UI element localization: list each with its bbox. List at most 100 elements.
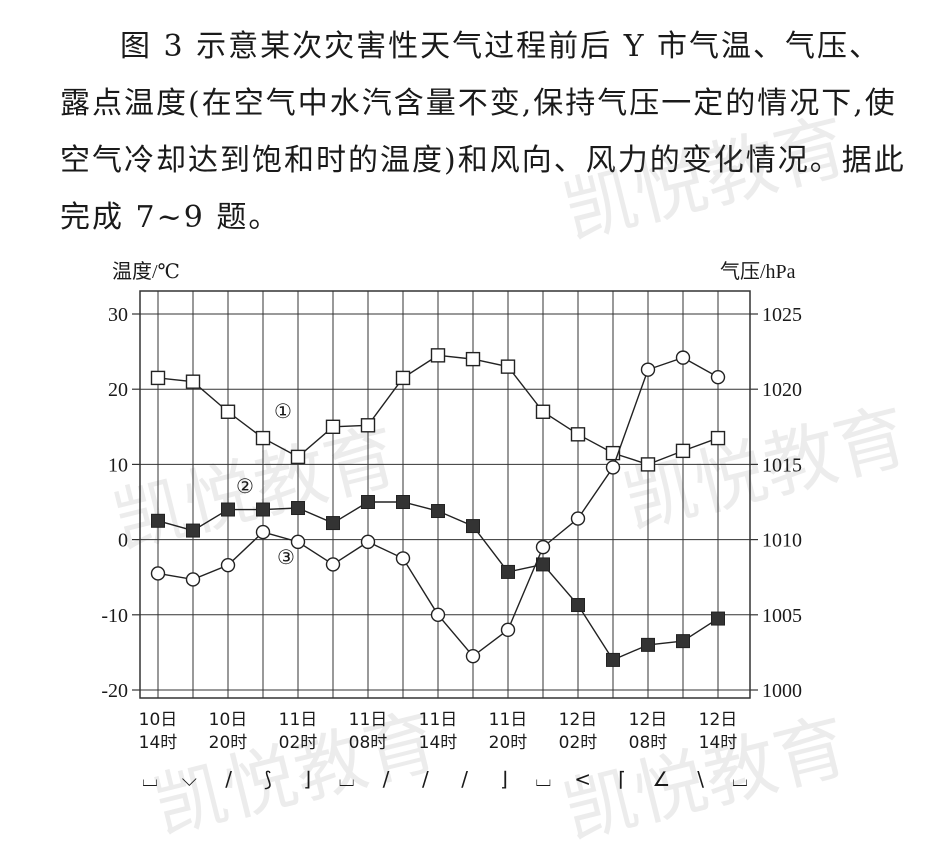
data-point-series-3 xyxy=(290,534,306,550)
data-point-series-1 xyxy=(640,457,656,472)
data-point-series-2 xyxy=(326,516,340,531)
data-point-series-1 xyxy=(185,374,201,389)
x-tick-label: 14时 xyxy=(699,733,738,753)
x-tick-label: 11日 xyxy=(279,710,318,730)
weather-chart: -20-100102030100010051010101510201025温度/… xyxy=(101,260,802,791)
data-point-series-1 xyxy=(535,404,551,419)
wind-symbol: ⌵ xyxy=(182,767,197,791)
y-left-tick-label: 30 xyxy=(108,304,128,326)
x-tick-label: 02时 xyxy=(279,733,318,753)
data-point-series-2 xyxy=(641,637,655,652)
data-point-series-3 xyxy=(255,524,271,540)
data-point-series-1 xyxy=(395,370,411,386)
data-point-series-1 xyxy=(500,359,516,374)
wind-symbol: ⌴ xyxy=(535,767,551,791)
wind-symbol: ⟆ xyxy=(264,767,272,791)
wind-symbol: ⌋ xyxy=(500,767,508,791)
data-point-series-1 xyxy=(290,449,306,465)
y-left-tick-label: -10 xyxy=(101,605,128,627)
series-label-2: ② xyxy=(236,474,254,498)
x-tick-label: 20时 xyxy=(209,733,248,753)
x-tick-label: 10日 xyxy=(209,710,248,730)
data-point-series-3 xyxy=(185,572,201,587)
y-left-axis-label: 温度/℃ xyxy=(112,260,180,283)
data-point-series-1 xyxy=(150,370,166,386)
x-tick-label: 10日 xyxy=(139,710,178,730)
wind-symbol: ∠ xyxy=(652,767,670,791)
data-point-series-3 xyxy=(570,511,586,526)
data-point-series-1 xyxy=(675,443,691,459)
data-point-series-2 xyxy=(396,495,410,509)
data-point-series-2 xyxy=(501,564,515,579)
data-point-series-1 xyxy=(325,419,341,434)
data-point-series-2 xyxy=(291,501,305,516)
wind-symbol: / xyxy=(225,767,232,791)
wind-symbol: ⌈ xyxy=(618,767,626,791)
data-point-series-3 xyxy=(710,369,726,385)
x-tick-label: 02时 xyxy=(559,733,598,753)
data-point-series-3 xyxy=(395,551,411,566)
data-point-series-3 xyxy=(535,539,551,555)
wind-symbol: ⌴ xyxy=(339,767,355,791)
y-right-tick-label: 1010 xyxy=(762,530,802,552)
series-label-3: ③ xyxy=(277,545,295,569)
x-tick-label: 12日 xyxy=(699,710,738,730)
wind-symbol: < xyxy=(574,767,591,791)
wind-symbol: ⌋ xyxy=(303,767,311,791)
data-point-series-1 xyxy=(465,351,481,367)
x-tick-label: 14时 xyxy=(419,733,458,753)
data-point-series-2 xyxy=(186,523,200,538)
data-point-series-1 xyxy=(570,427,586,442)
data-point-series-1 xyxy=(255,430,271,446)
y-right-tick-label: 1000 xyxy=(762,680,802,702)
y-right-tick-label: 1005 xyxy=(762,605,802,627)
data-point-series-2 xyxy=(256,502,270,517)
wind-symbol: ⌴ xyxy=(732,767,748,791)
x-tick-label: 12日 xyxy=(559,710,598,730)
x-tick-label: 11日 xyxy=(349,710,388,730)
wind-symbol: ⌴ xyxy=(142,767,158,791)
data-point-series-2 xyxy=(676,634,690,649)
data-point-series-1 xyxy=(430,348,446,363)
wind-symbol: \ xyxy=(697,767,704,791)
x-tick-label: 14时 xyxy=(139,733,178,753)
data-point-series-3 xyxy=(220,557,236,573)
data-point-series-3 xyxy=(360,534,376,550)
data-point-series-1 xyxy=(220,404,236,419)
x-tick-label: 12日 xyxy=(629,710,668,730)
data-point-series-3 xyxy=(465,648,481,664)
data-point-series-3 xyxy=(500,622,516,638)
wind-symbol: / xyxy=(461,767,468,791)
data-point-series-3 xyxy=(325,557,341,572)
data-point-series-3 xyxy=(675,350,691,365)
intro-paragraph: 图 3 示意某次灾害性天气过程前后 Y 市气温、气压、露点温度(在空气中水汽含量… xyxy=(60,29,906,235)
y-left-tick-label: 10 xyxy=(108,454,128,476)
data-point-series-1 xyxy=(360,418,376,433)
x-tick-label: 20时 xyxy=(489,733,528,753)
data-point-series-3 xyxy=(640,362,656,377)
x-tick-label: 11日 xyxy=(419,710,458,730)
y-left-tick-label: 20 xyxy=(108,379,128,401)
data-point-series-2 xyxy=(571,598,585,613)
data-point-series-2 xyxy=(536,557,550,572)
data-point-series-2 xyxy=(221,502,235,517)
x-tick-label: 08时 xyxy=(349,733,388,753)
data-point-series-2 xyxy=(151,513,165,528)
data-point-series-3 xyxy=(605,460,621,475)
data-point-series-2 xyxy=(466,519,480,534)
plot-frame xyxy=(139,290,751,699)
data-point-series-3 xyxy=(430,607,446,622)
y-right-axis-label: 气压/hPa xyxy=(720,260,796,283)
x-tick-label: 11日 xyxy=(489,710,528,730)
data-point-series-2 xyxy=(431,504,445,519)
data-point-series-2 xyxy=(711,611,725,626)
wind-symbol: / xyxy=(422,767,429,791)
x-tick-label: 08时 xyxy=(629,733,668,753)
data-point-series-2 xyxy=(606,652,620,667)
y-right-tick-label: 1015 xyxy=(762,454,802,476)
y-left-tick-label: 0 xyxy=(118,530,128,552)
series-label-1: ① xyxy=(274,399,292,423)
y-right-tick-label: 1020 xyxy=(762,379,802,401)
data-point-series-1 xyxy=(710,430,726,446)
wind-symbol: / xyxy=(383,767,390,791)
